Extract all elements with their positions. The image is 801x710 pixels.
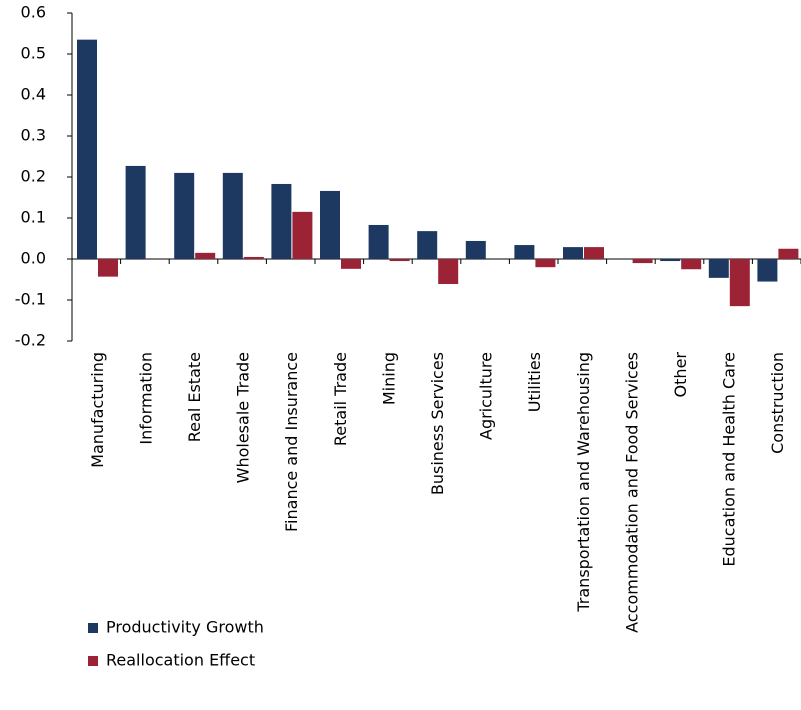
- bar: [195, 252, 216, 259]
- x-tick-label: Agriculture: [477, 352, 496, 440]
- y-tick-label: 0.0: [21, 249, 46, 268]
- x-tick-label: Mining: [379, 352, 398, 405]
- x-tick-label: Utilities: [525, 352, 544, 412]
- bar: [681, 259, 702, 270]
- y-tick-label: 0.6: [21, 3, 46, 22]
- x-tick-label: Information: [136, 352, 155, 445]
- bar: [438, 259, 459, 285]
- y-tick-label: 0.4: [21, 85, 46, 104]
- x-tick-label: Finance and Insurance: [282, 352, 301, 532]
- bar: [757, 259, 778, 282]
- x-tick-label: Construction: [768, 352, 787, 454]
- bar: [77, 39, 97, 260]
- x-tick-label: Transportation and Warehousing: [574, 352, 593, 613]
- x-tick-label: Other: [671, 352, 690, 398]
- bar: [243, 256, 264, 259]
- x-tick-label: Accommodation and Food Services: [622, 352, 641, 633]
- y-tick-label: -0.2: [15, 331, 46, 350]
- bar: [389, 259, 410, 262]
- bar: [271, 183, 292, 259]
- x-tick-label: Business Services: [428, 352, 447, 495]
- legend-swatch: [88, 656, 98, 666]
- bar: [174, 172, 195, 259]
- bar: [292, 211, 313, 259]
- bar: [729, 259, 750, 307]
- bar: [341, 259, 361, 269]
- x-tick-label: Education and Health Care: [720, 352, 739, 567]
- bar: [563, 247, 583, 259]
- bar: [417, 231, 438, 259]
- bar: [584, 247, 604, 259]
- y-tick-label: 0.3: [21, 126, 46, 145]
- bar: [98, 259, 118, 277]
- x-tick-label: Wholesale Trade: [234, 352, 253, 483]
- bar: [708, 259, 729, 278]
- bar: [320, 190, 340, 259]
- bar: [514, 245, 535, 259]
- bar: [465, 240, 486, 259]
- bar: [778, 248, 799, 259]
- y-tick-label: -0.1: [15, 290, 46, 309]
- legend-label: Reallocation Effect: [106, 651, 255, 670]
- x-tick-label: Real Estate: [185, 352, 204, 442]
- bar: [222, 172, 243, 259]
- x-tick-label: Manufacturing: [88, 352, 107, 468]
- bar: [660, 259, 681, 262]
- y-tick-label: 0.2: [21, 167, 46, 186]
- y-tick-label: 0.5: [21, 44, 46, 63]
- bar: [632, 259, 653, 264]
- x-tick-label: Retail Trade: [331, 352, 350, 446]
- bar: [535, 259, 556, 268]
- legend-swatch: [88, 623, 98, 633]
- legend-label: Productivity Growth: [106, 618, 264, 637]
- bar: [125, 165, 146, 259]
- bar: [368, 224, 389, 259]
- y-tick-label: 0.1: [21, 208, 46, 227]
